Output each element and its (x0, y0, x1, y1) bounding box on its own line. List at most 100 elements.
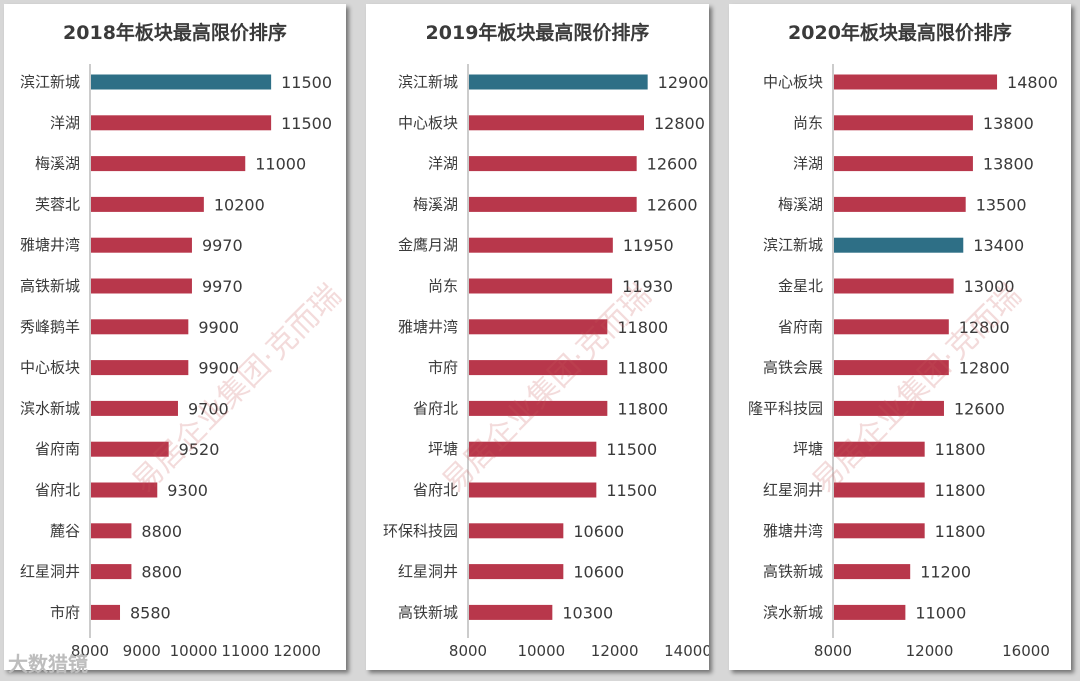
bar (91, 523, 132, 539)
category-label: 高铁新城 (398, 603, 458, 621)
data-label: 11800 (617, 399, 668, 418)
category-label: 红星洞井 (763, 481, 823, 499)
category-label: 洋湖 (793, 155, 823, 173)
data-label: 11800 (935, 522, 986, 541)
category-label: 金星北 (778, 277, 823, 295)
data-label: 9900 (198, 359, 239, 378)
category-label: 省府北 (413, 399, 458, 417)
category-label: 红星洞井 (20, 563, 80, 581)
chart-panel-2019: 2019年板块最高限价排序 滨江新城 12900 中心板块 12800 洋湖 12600 梅… (366, 4, 709, 670)
category-label: 秀峰鹅羊 (20, 318, 80, 336)
data-label: 9970 (202, 236, 243, 255)
chart-panel-2020: 2020年板块最高限价排序 中心板块 14800 尚东 13800 洋湖 13800 梅溪湖… (729, 4, 1071, 670)
bar (469, 441, 597, 457)
bar (91, 156, 246, 172)
bar (91, 564, 132, 580)
bar (91, 400, 178, 416)
data-label: 9700 (188, 399, 229, 418)
bar (469, 74, 648, 90)
data-label: 13800 (983, 114, 1034, 133)
data-label: 13500 (976, 195, 1027, 214)
bar (834, 237, 964, 253)
category-label: 市府 (428, 359, 458, 377)
x-tick-label: 16000 (1002, 642, 1050, 660)
data-label: 12600 (647, 195, 698, 214)
category-label: 雅塘井湾 (398, 318, 458, 336)
data-label: 11800 (617, 359, 668, 378)
data-label: 12800 (959, 359, 1010, 378)
data-label: 11500 (606, 481, 657, 500)
category-label: 省府南 (35, 440, 80, 458)
category-label: 市府 (50, 603, 80, 621)
chart-title: 2020年板块最高限价排序 (788, 22, 1012, 44)
category-label: 洋湖 (50, 114, 80, 132)
category-label: 省府北 (413, 481, 458, 499)
data-label: 13400 (973, 236, 1024, 255)
bar (469, 319, 608, 335)
data-label: 12900 (658, 73, 709, 92)
category-label: 中心板块 (763, 73, 823, 91)
bar (469, 156, 637, 172)
data-label: 14800 (1007, 73, 1058, 92)
bar (834, 278, 954, 294)
chart-title: 2019年板块最高限价排序 (425, 22, 650, 44)
category-label: 滨江新城 (398, 73, 458, 91)
bar (91, 441, 169, 457)
bar (834, 564, 911, 580)
x-tick-label: 9000 (123, 642, 161, 660)
x-tick-label: 14000 (664, 642, 709, 660)
bar (91, 604, 121, 620)
bar (834, 441, 925, 457)
bar (91, 482, 158, 498)
category-label: 梅溪湖 (35, 155, 80, 173)
bar (834, 523, 925, 539)
bar (834, 115, 973, 131)
bar (834, 156, 973, 172)
x-tick-label: 8000 (814, 642, 852, 660)
category-label: 高铁新城 (763, 563, 823, 581)
category-label: 尚东 (793, 114, 823, 132)
bar (91, 115, 272, 131)
bar (834, 400, 944, 416)
bar (834, 196, 966, 212)
category-label: 麓谷 (50, 522, 80, 540)
category-label: 高铁会展 (763, 359, 823, 377)
data-label: 10600 (573, 563, 624, 582)
data-label: 11800 (935, 481, 986, 500)
category-label: 雅塘井湾 (20, 236, 80, 254)
data-label: 11000 (915, 603, 966, 622)
bar (469, 400, 608, 416)
x-tick-label: 12000 (591, 642, 639, 660)
category-label: 省府北 (35, 481, 80, 499)
data-label: 11500 (281, 114, 332, 133)
category-label: 中心板块 (20, 359, 80, 377)
category-label: 红星洞井 (398, 563, 458, 581)
bar (469, 115, 644, 131)
x-tick-label: 12000 (273, 642, 321, 660)
data-label: 11950 (623, 236, 674, 255)
category-label: 滨水新城 (763, 603, 823, 621)
category-label: 坪塘 (793, 440, 823, 458)
data-label: 11200 (920, 563, 971, 582)
data-label: 10300 (562, 603, 613, 622)
data-label: 12600 (954, 399, 1005, 418)
data-label: 13000 (964, 277, 1015, 296)
data-label: 9520 (179, 440, 220, 459)
data-label: 8580 (130, 603, 171, 622)
data-label: 9900 (198, 318, 239, 337)
data-label: 11930 (622, 277, 673, 296)
x-tick-label: 10000 (517, 642, 565, 660)
category-label: 滨水新城 (20, 399, 80, 417)
bar (834, 360, 949, 376)
category-label: 芙蓉北 (35, 195, 80, 213)
bar (834, 604, 906, 620)
chart-title: 2018年板块最高限价排序 (63, 22, 287, 44)
bar (469, 278, 613, 294)
bar (91, 196, 204, 212)
bar (469, 564, 564, 580)
bar (469, 196, 637, 212)
data-label: 9300 (167, 481, 208, 500)
data-label: 11800 (935, 440, 986, 459)
category-label: 中心板块 (398, 114, 458, 132)
x-tick-label: 8000 (71, 642, 109, 660)
